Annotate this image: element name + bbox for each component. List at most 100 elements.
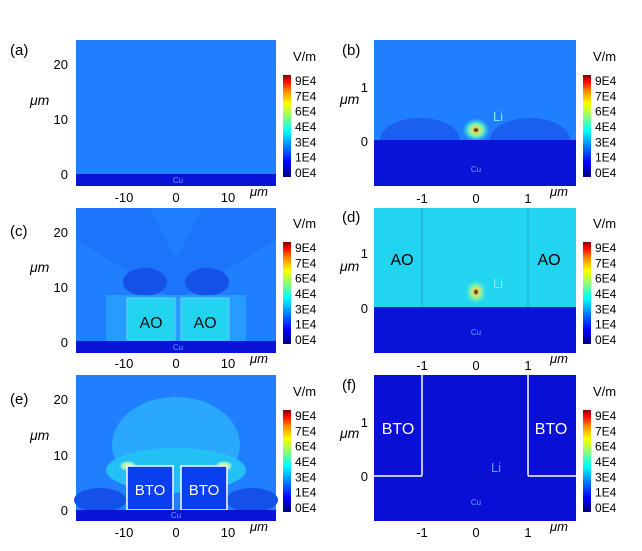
block-label: AO	[537, 252, 560, 269]
cu-label: Cu	[173, 343, 183, 352]
x-tick: 1	[524, 358, 531, 373]
colorbar-tick: 7E4	[295, 89, 317, 103]
colorbar-gradient	[283, 75, 291, 177]
cu-region	[76, 510, 276, 521]
colorbar-tick: 3E4	[595, 302, 617, 316]
bto-block	[180, 465, 228, 511]
x-axis-unit: μm	[249, 184, 268, 199]
colorbar-unit: V/m	[593, 216, 616, 231]
x-tick: -1	[416, 358, 428, 373]
field-plot	[374, 375, 576, 521]
dark-lobe	[74, 488, 126, 512]
panel-e: (e) BTO BTO Cu 20 10 0 μm -10 0 10 μm V/…	[10, 375, 317, 540]
colorbar-tick: 9E4	[595, 74, 617, 88]
colorbar-tick: 1E4	[595, 486, 617, 500]
x-axis-unit: μm	[549, 519, 568, 534]
colorbar-gradient	[283, 242, 291, 344]
colorbar-unit: V/m	[593, 384, 616, 399]
dark-lobe	[226, 488, 278, 512]
block-label: AO	[390, 252, 413, 269]
colorbar-tick: 9E4	[295, 409, 317, 423]
colorbar-tick: 6E4	[295, 105, 317, 119]
x-tick: 0	[172, 190, 179, 205]
x-tick: -10	[115, 356, 134, 371]
x-tick: 0	[172, 356, 179, 371]
panel-label: (a)	[10, 42, 28, 59]
block-label: AO	[139, 315, 162, 332]
x-tick: 10	[221, 190, 235, 205]
x-tick: 0	[172, 525, 179, 540]
y-tick: 10	[54, 280, 68, 295]
li-label: Li	[491, 460, 501, 475]
cu-label: Cu	[471, 165, 481, 174]
colorbar-tick: 3E4	[595, 470, 617, 484]
colorbar-gradient	[583, 75, 591, 177]
block-label: BTO	[135, 482, 166, 499]
colorbar-tick: 7E4	[595, 424, 617, 438]
li-label: Li	[493, 276, 503, 291]
panel-label: (e)	[10, 391, 28, 408]
y-tick: 0	[61, 503, 68, 518]
y-tick: 1	[361, 415, 368, 430]
y-axis-unit: μm	[339, 91, 360, 107]
y-tick: 1	[361, 246, 368, 261]
cu-label: Cu	[171, 511, 181, 520]
block-label: BTO	[189, 482, 220, 499]
block-label: BTO	[535, 421, 568, 438]
colorbar-gradient	[583, 242, 591, 344]
colorbar-tick: 4E4	[595, 120, 617, 134]
x-tick: 10	[221, 525, 235, 540]
colorbar-tick: 3E4	[295, 135, 317, 149]
cu-region	[374, 140, 576, 186]
panel-label: (d)	[342, 209, 360, 226]
colorbar-unit: V/m	[293, 216, 316, 231]
colorbar-gradient	[283, 410, 291, 512]
colorbar-unit: V/m	[593, 49, 616, 64]
colorbar-tick: 3E4	[595, 135, 617, 149]
cu-label: Cu	[173, 176, 183, 185]
cu-region	[76, 174, 276, 186]
panel-label: (b)	[342, 42, 360, 59]
colorbar-tick: 1E4	[295, 151, 317, 165]
x-axis-unit: μm	[249, 351, 268, 366]
ao-block	[126, 297, 176, 341]
x-axis-unit: μm	[549, 184, 568, 199]
x-tick: 1	[524, 525, 531, 540]
y-axis-unit: μm	[29, 427, 50, 443]
colorbar-tick: 4E4	[595, 455, 617, 469]
panel-label: (f)	[342, 377, 356, 394]
x-tick: 0	[472, 358, 479, 373]
colorbar-unit: V/m	[293, 384, 316, 399]
block-label: BTO	[382, 421, 415, 438]
colorbar-gradient	[583, 410, 591, 512]
x-tick: -1	[416, 525, 428, 540]
y-tick: 1	[361, 80, 368, 95]
colorbar-tick: 7E4	[595, 89, 617, 103]
colorbar-tick: 0E4	[295, 166, 317, 180]
colorbar-tick: 6E4	[595, 440, 617, 454]
tip-field-hotspot	[462, 118, 490, 142]
y-axis-unit: μm	[29, 259, 50, 275]
y-axis-unit: μm	[339, 425, 360, 441]
y-axis-unit: μm	[339, 258, 360, 274]
colorbar-tick: 1E4	[295, 486, 317, 500]
colorbar-tick: 6E4	[295, 440, 317, 454]
colorbar-tick: 0E4	[295, 501, 317, 515]
cu-region	[374, 307, 576, 353]
colorbar-tick: 4E4	[295, 455, 317, 469]
cu-region	[76, 341, 276, 353]
colorbar-tick: 4E4	[295, 120, 317, 134]
colorbar-tick: 9E4	[595, 409, 617, 423]
x-tick: 1	[524, 191, 531, 206]
y-tick: 10	[54, 112, 68, 127]
colorbar-tick: 4E4	[595, 287, 617, 301]
y-axis-unit: μm	[29, 92, 50, 108]
colorbar-unit: V/m	[293, 49, 316, 64]
ao-block	[180, 297, 230, 341]
colorbar-tick: 0E4	[295, 333, 317, 347]
